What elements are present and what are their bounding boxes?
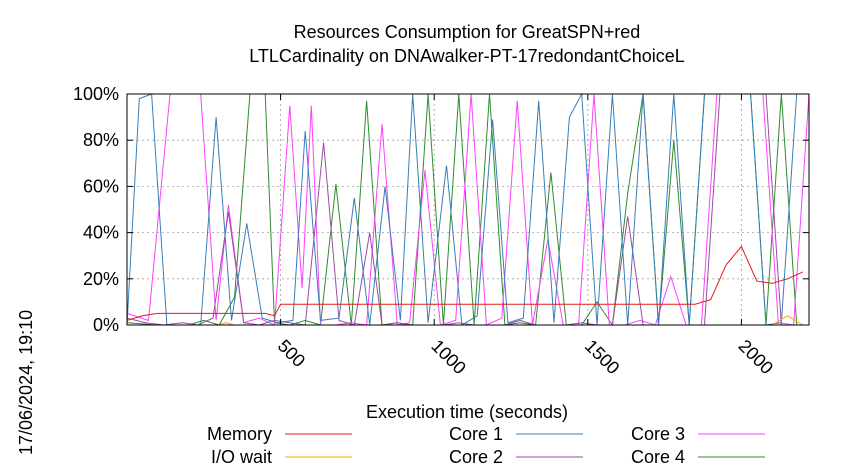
y-tick-label: 0%	[93, 315, 119, 335]
side-timestamp-label: 17/06/2024, 19:10	[16, 310, 36, 455]
legend-label: Memory	[207, 424, 272, 444]
legend-label: Core 3	[631, 424, 685, 444]
legend: Memory I/O wait Core 1 Core 2 Core 3 Core 4	[207, 424, 765, 467]
legend-label: I/O wait	[211, 447, 272, 467]
x-tick-label: 2000	[735, 336, 777, 378]
chart-subtitle: LTLCardinality on DNAwalker-PT-17redonda…	[249, 46, 685, 66]
y-tick-label: 60%	[83, 176, 119, 196]
legend-label: Core 4	[631, 447, 685, 467]
series-line-memory	[126, 245, 804, 321]
chart-title: Resources Consumption for GreatSPN+red	[294, 22, 641, 42]
y-tick-label: 80%	[83, 130, 119, 150]
x-tick-label: 500	[274, 336, 309, 371]
legend-label: Core 2	[449, 447, 503, 467]
y-tick-label: 100%	[73, 84, 119, 104]
series-line-core-1	[126, 92, 809, 326]
y-tick-label: 40%	[83, 223, 119, 243]
y-tick-label: 20%	[83, 269, 119, 289]
plot-frame	[126, 93, 810, 326]
legend-label: Core 1	[449, 424, 503, 444]
axis-ticks: 0% 20% 40% 60% 80% 100% 500 1000 1500 2000	[73, 84, 809, 378]
x-tick-label: 1500	[581, 336, 623, 378]
x-axis-label: Execution time (seconds)	[366, 402, 568, 422]
series-lines	[126, 92, 810, 327]
x-tick-label: 1000	[427, 336, 469, 378]
